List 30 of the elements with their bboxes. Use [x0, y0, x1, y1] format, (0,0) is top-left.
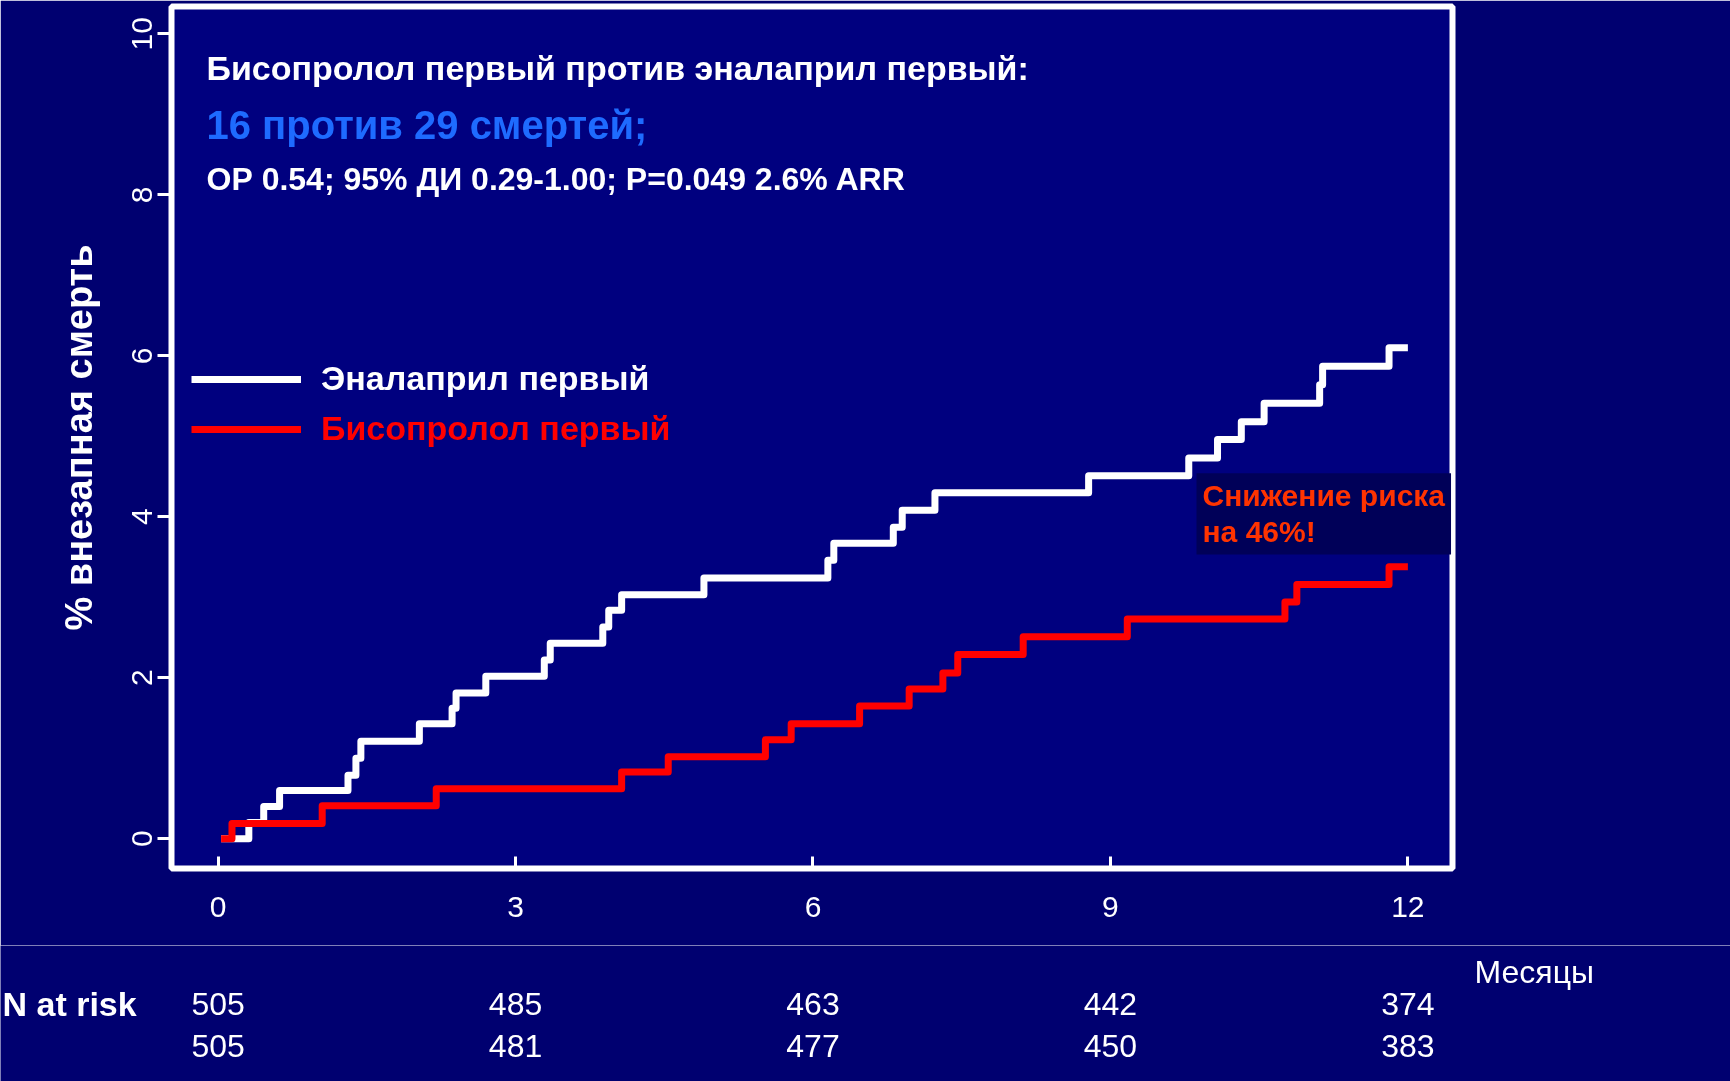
text: 442	[1083, 985, 1138, 1022]
y-tick-label: 8	[125, 186, 159, 204]
x-tick-label: 3	[507, 889, 524, 923]
text: 485	[488, 985, 543, 1022]
annotation: ОР 0.54; 95% ДИ 0.29-1.00; P=0.049 2.6% ARR	[206, 160, 905, 197]
x-axis-title: Месяцы	[1474, 953, 1594, 990]
x-tick-label: 9	[1102, 889, 1119, 923]
text: 481	[488, 1027, 543, 1064]
y-tick-label: 6	[125, 347, 159, 365]
text: N at risk	[2, 984, 137, 1023]
x-tick-label: 12	[1391, 889, 1425, 923]
y-tick-label: 4	[125, 508, 159, 526]
legend-label: Бисопролол первый	[321, 409, 671, 448]
y-tick-label: 2	[125, 669, 159, 687]
text: 450	[1083, 1027, 1138, 1064]
annotation: Снижение риска на 46%!	[1202, 479, 1446, 549]
y-tick-label: 10	[125, 17, 159, 51]
x-tick-label: 6	[804, 889, 822, 923]
y-tick-label: 0	[125, 830, 159, 848]
legend-label: Эналаприл первый	[321, 359, 650, 398]
text: 16 против 29 смертей;	[206, 102, 648, 147]
text: 463	[786, 985, 840, 1022]
text: 505	[191, 985, 245, 1022]
text: 383	[1381, 1027, 1435, 1064]
text: 505	[191, 1027, 245, 1064]
text: 477	[786, 1027, 840, 1064]
text: 374	[1381, 985, 1435, 1022]
y-axis-title: % внезапная смерть	[57, 244, 100, 631]
x-tick-label: 0	[209, 889, 227, 923]
text: Бисопролол первый против эналаприл первый:	[206, 48, 1029, 87]
